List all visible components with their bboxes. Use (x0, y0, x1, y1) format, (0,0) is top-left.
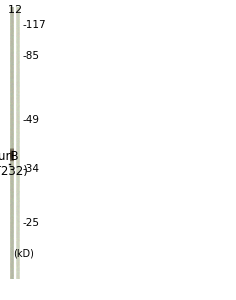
Text: 2: 2 (14, 5, 21, 15)
Text: -85: -85 (22, 50, 39, 61)
Text: -25: -25 (22, 218, 39, 229)
Text: -117: -117 (22, 20, 46, 30)
Text: -34: -34 (22, 164, 39, 175)
Text: AurB
(PT232): AurB (PT232) (0, 149, 28, 178)
Text: 1: 1 (8, 5, 15, 15)
Text: -49: -49 (22, 115, 39, 125)
Text: (kD): (kD) (13, 248, 34, 259)
